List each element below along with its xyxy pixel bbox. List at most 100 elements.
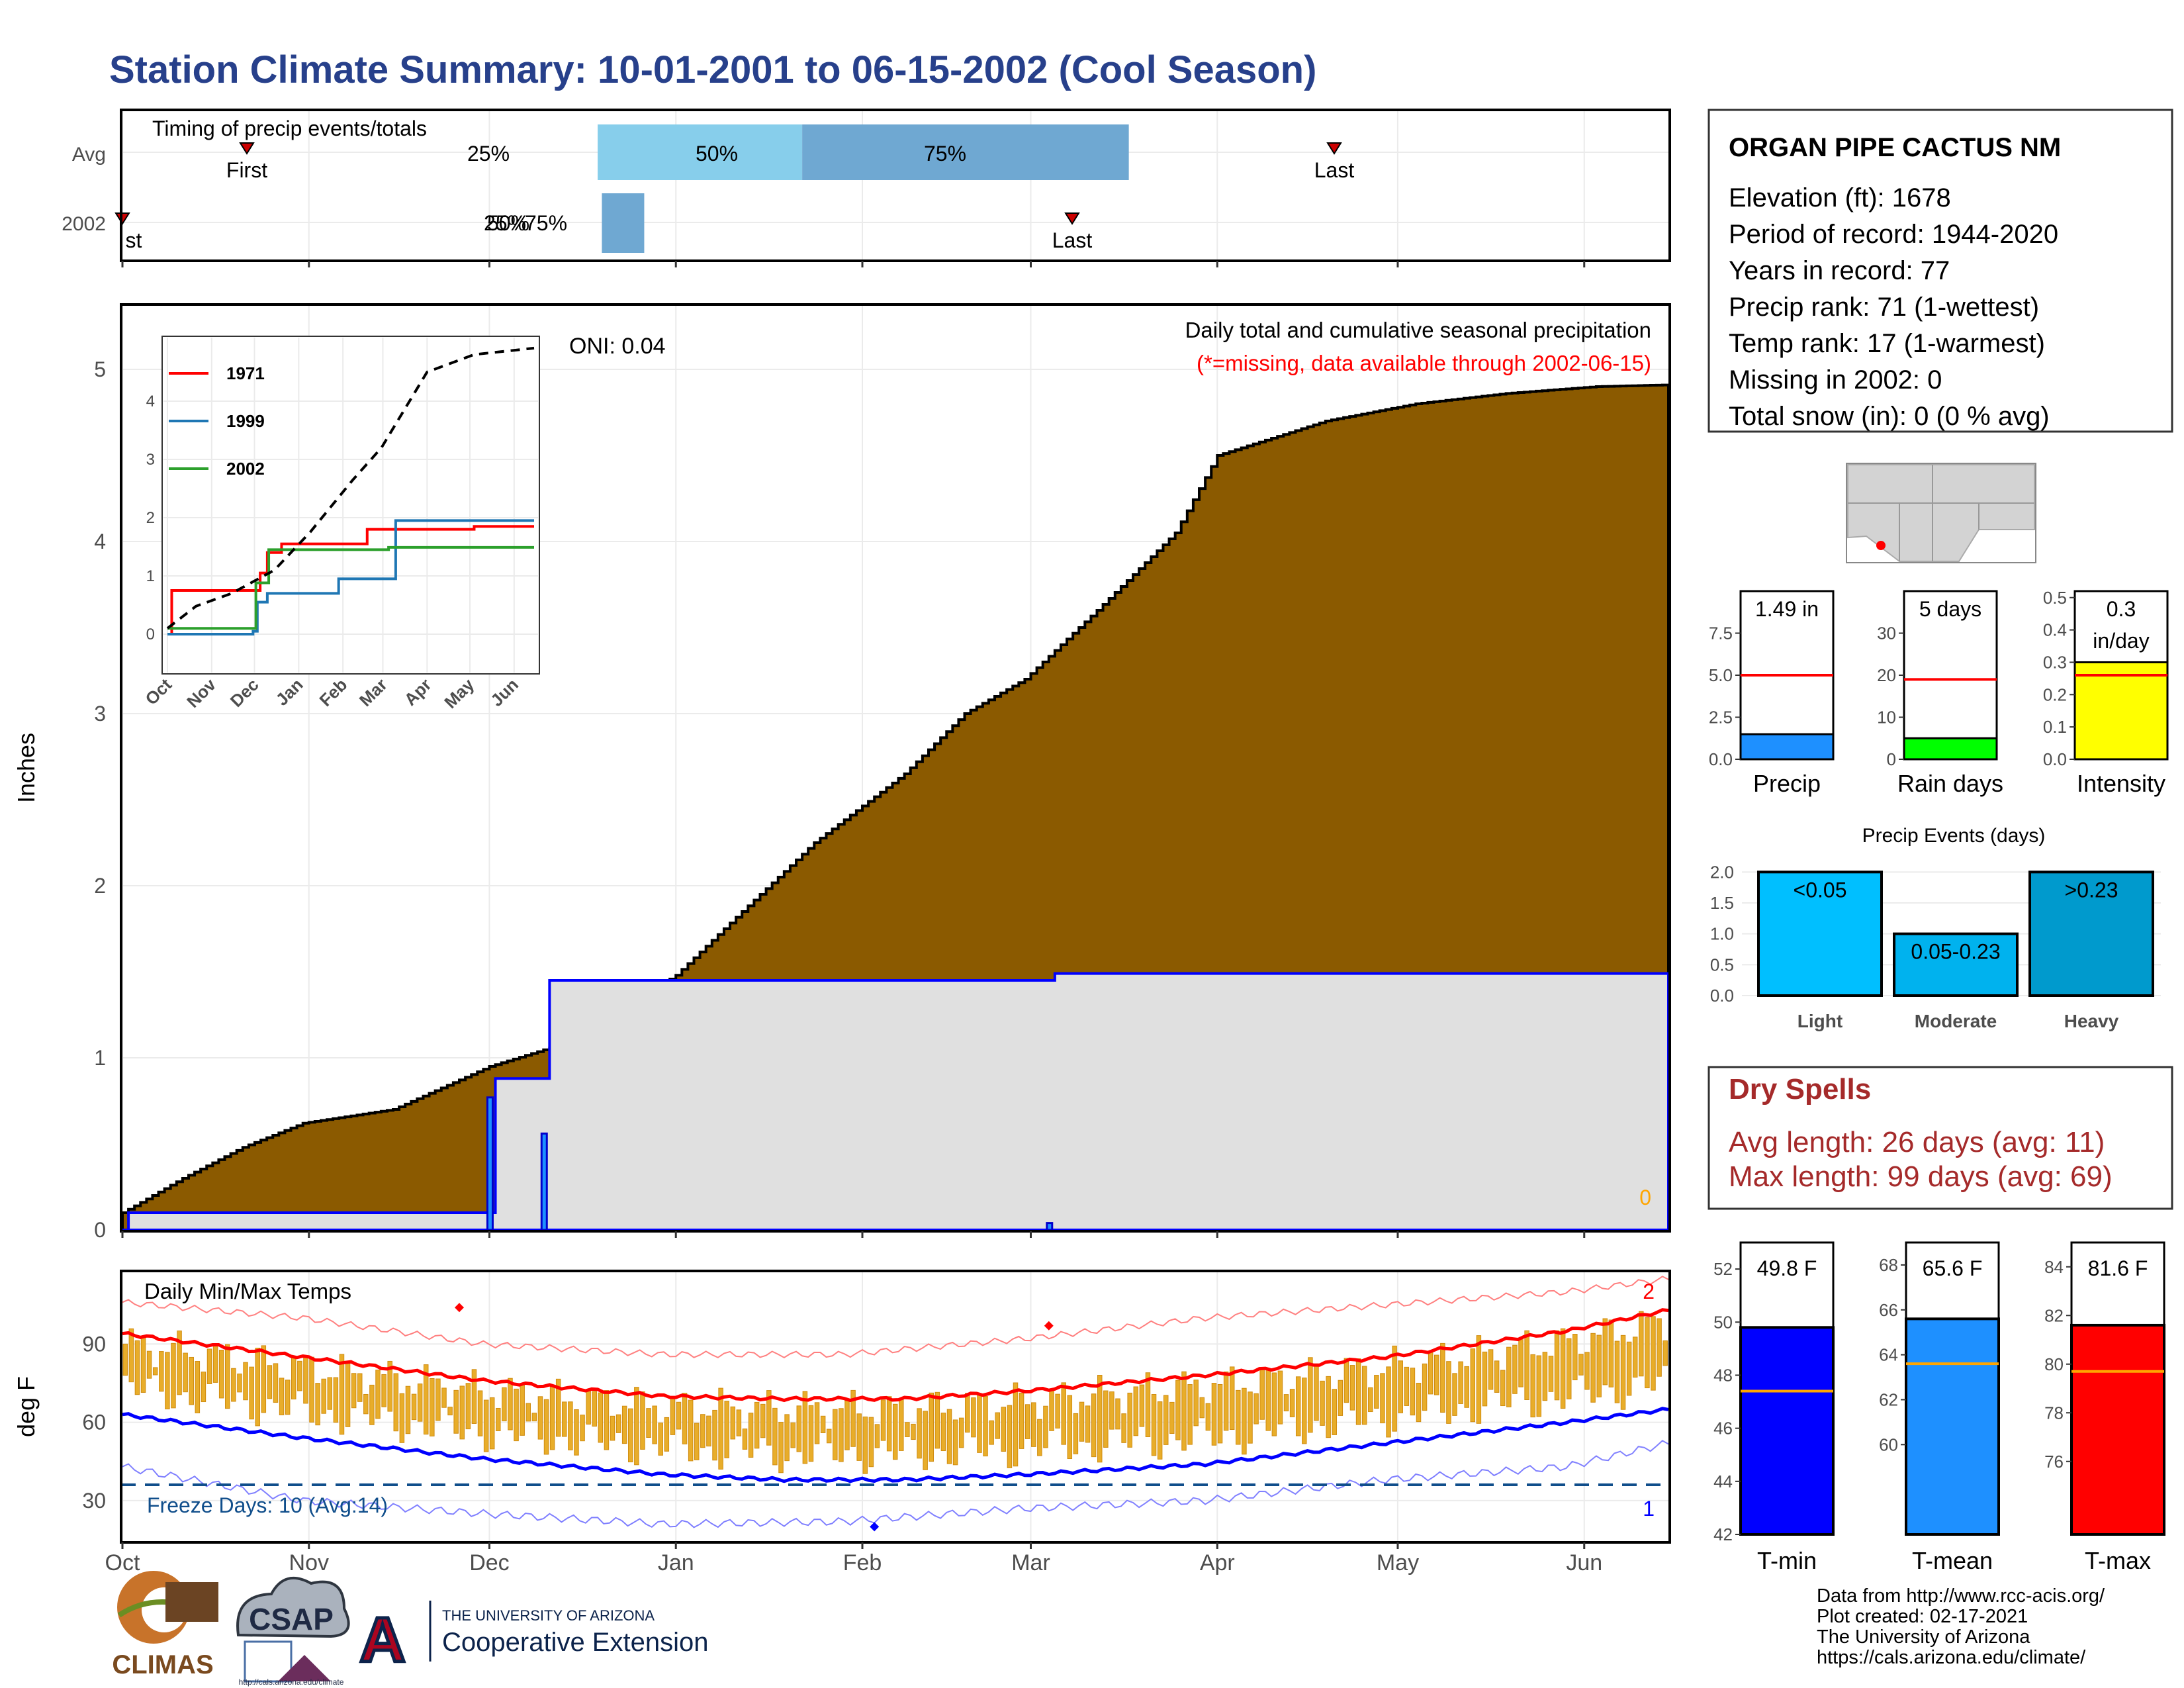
- month-tick-label: May: [1377, 1550, 1419, 1575]
- mini-chart-precip: 1.49 in 0.0 2.5 5.0 7.5 Precip: [1709, 590, 1835, 797]
- events-y-tick: 1.5: [1710, 893, 1734, 913]
- daily-temp-bar: [808, 1405, 814, 1462]
- inset-y-tick: 2: [146, 509, 155, 527]
- avg-min-line: [122, 1407, 1669, 1483]
- temp-bar-y-tick: 62: [1879, 1389, 1898, 1409]
- inset-y-tick: 1: [146, 567, 155, 585]
- daily-temp-bar: [610, 1415, 615, 1441]
- daily-temp-bar: [574, 1409, 579, 1456]
- temp-bar-y-tick: 76: [2044, 1452, 2064, 1472]
- temp-bar-y-tick: 52: [1713, 1259, 1733, 1279]
- daily-temp-bar: [1043, 1405, 1048, 1448]
- daily-precip-bar: [486, 1096, 494, 1231]
- daily-temp-bar: [940, 1413, 946, 1452]
- daily-temp-bar: [628, 1408, 633, 1463]
- daily-temp-bar: [1139, 1384, 1145, 1427]
- daily-temp-bar: [977, 1394, 982, 1453]
- daily-temp-bar: [502, 1387, 507, 1422]
- month-tick-label: Nov: [289, 1550, 329, 1575]
- temp-bar-y-tick: 66: [1879, 1300, 1898, 1320]
- daily-temp-bar: [183, 1352, 188, 1393]
- daily-temp-bar: [868, 1417, 874, 1468]
- daily-temp-bar: [291, 1356, 296, 1400]
- freeze-days: Freeze Days: 10 (Avg:14): [147, 1493, 388, 1517]
- daily-temp-bar: [1560, 1328, 1566, 1409]
- daily-temp-bar: [1085, 1405, 1091, 1443]
- record-min-count: 1: [1643, 1497, 1655, 1521]
- daily-temp-bar: [1590, 1333, 1596, 1403]
- daily-temp-bar: [1169, 1401, 1175, 1434]
- daily-temp-bar: [1007, 1405, 1013, 1468]
- daily-temp-bar: [128, 1328, 134, 1383]
- y2002-overlap-label: 50%: [487, 211, 529, 235]
- daily-temp-bar: [430, 1378, 435, 1436]
- daily-temp-bar: [682, 1393, 688, 1444]
- daily-temp-bar: [218, 1350, 224, 1399]
- record-max-marker: [455, 1303, 465, 1313]
- mini-chart-y-tick: 0.0: [2043, 749, 2067, 769]
- daily-temp-bar: [946, 1409, 952, 1464]
- record-min-marker: [870, 1522, 880, 1532]
- daily-temp-bar: [405, 1385, 411, 1434]
- inset-series-line: [167, 519, 534, 635]
- dry-spells-max: Max length: 99 days (avg: 69): [1729, 1160, 2113, 1193]
- daily-temp-bar: [231, 1368, 236, 1402]
- daily-temp-bar: [255, 1347, 260, 1427]
- precip-panel: 0 1 2 3 4 5 Daily total and cumulative season…: [13, 303, 1671, 1242]
- daily-temp-bar: [237, 1374, 242, 1393]
- daily-temp-bar: [315, 1383, 320, 1426]
- daily-temp-bar: [465, 1383, 471, 1430]
- daily-temp-bar: [929, 1392, 934, 1462]
- daily-temp-bar: [309, 1356, 314, 1423]
- temp-bar-y-tick: 46: [1713, 1419, 1733, 1438]
- daily-temp-bar: [1013, 1382, 1019, 1467]
- avg-first-marker: [239, 142, 255, 155]
- month-tick-label: Apr: [1200, 1550, 1235, 1575]
- mini-chart-intensity: 0.3 in/day 0.0 0.1 0.2 0.3 0.4 0.5 Intensity: [2043, 588, 2169, 797]
- daily-temp-bar: [983, 1395, 988, 1457]
- daily-temp-bar: [1205, 1403, 1211, 1431]
- daily-temp-bar: [1024, 1404, 1030, 1439]
- daily-temp-bar: [724, 1401, 729, 1458]
- mini-chart-value: 5 days: [1919, 597, 1981, 621]
- daily-temp-bar: [243, 1362, 248, 1401]
- mini-chart-value: 0.3: [2107, 597, 2136, 621]
- mini-chart-y-tick: 30: [1877, 624, 1896, 643]
- daily-temp-bar: [1596, 1335, 1602, 1397]
- daily-temp-bar: [1639, 1311, 1644, 1377]
- ua-small-text: THE UNIVERSITY OF ARIZONA: [442, 1607, 655, 1624]
- daily-temp-bar: [934, 1391, 940, 1449]
- daily-temp-bar: [820, 1415, 826, 1434]
- precip-y-tick: 2: [94, 874, 106, 898]
- station-info-line: Elevation (ft): 1678: [1729, 183, 1951, 212]
- daily-temp-bar: [399, 1393, 405, 1443]
- timing-row-avg: Avg: [72, 144, 106, 165]
- station-info-line: Precip rank: 71 (1-wettest): [1729, 293, 2039, 322]
- daily-temp-bar: [165, 1352, 170, 1410]
- daily-temp-bar: [477, 1390, 483, 1436]
- inset-legend-label: 1999: [226, 411, 265, 431]
- avg-max-line: [122, 1308, 1669, 1403]
- daily-temp-bar: [363, 1393, 369, 1415]
- daily-temp-bar: [351, 1373, 357, 1409]
- daily-temp-bar: [844, 1400, 850, 1450]
- climas-text: CLIMAS: [112, 1650, 213, 1679]
- events-y-tick: 2.0: [1710, 862, 1734, 882]
- daily-temp-bar: [496, 1407, 501, 1432]
- daily-temp-bar: [748, 1413, 754, 1458]
- inset-y-tick: 0: [146, 626, 155, 643]
- daily-temp-bar: [1476, 1335, 1482, 1424]
- daily-temp-bar: [917, 1408, 922, 1459]
- mini-chart-value-unit: in/day: [2093, 629, 2149, 653]
- daily-temp-bar: [1548, 1356, 1554, 1392]
- daily-temp-bar: [621, 1405, 627, 1444]
- daily-temp-bar: [1181, 1371, 1187, 1451]
- precip-frame: [120, 303, 1671, 1233]
- daily-temp-bar: [471, 1369, 477, 1424]
- events-y-tick: 1.0: [1710, 924, 1734, 944]
- avg-50pct-label: 50%: [696, 142, 738, 165]
- daily-temp-bar: [754, 1401, 760, 1449]
- temp-bar-chart-t-max: 81.6 F 76 78 80 82 84 T-max: [2044, 1241, 2165, 1574]
- daily-temp-bar: [952, 1419, 958, 1466]
- daily-temp-bar: [321, 1378, 326, 1414]
